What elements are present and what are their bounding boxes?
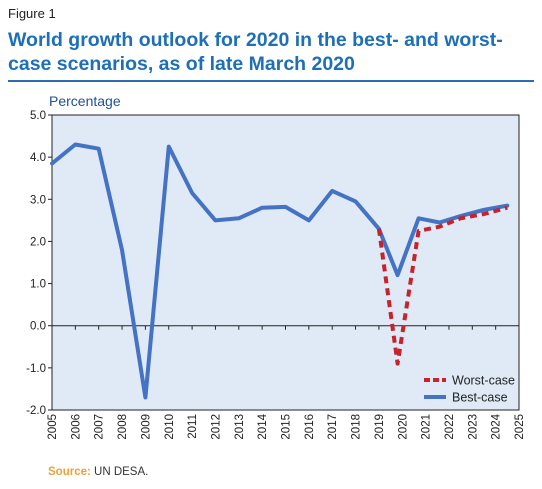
x-tick-label: 2016 (304, 414, 316, 440)
y-tick-label: 5.0 (30, 110, 46, 122)
x-tick-label: 2025 (514, 414, 526, 440)
source-text: UN DESA. (94, 466, 149, 478)
figure-label: Figure 1 (8, 6, 56, 21)
x-tick-label: 2007 (94, 414, 106, 440)
legend: Worst-case Best-case (424, 374, 515, 405)
x-tick-label: 2014 (257, 413, 269, 439)
series-line-worst-case (376, 205, 508, 366)
source-label: Source: (48, 466, 91, 478)
x-tick-label: 2023 (467, 414, 479, 440)
y-tick-label: 0.0 (30, 321, 46, 333)
x-tick-label: 2019 (374, 414, 386, 440)
y-tick-label: 3.0 (30, 194, 46, 206)
x-tick-label: 2015 (281, 414, 293, 440)
x-tick-label: 2024 (491, 413, 503, 439)
chart-title: World growth outlook for 2020 in the bes… (8, 29, 503, 75)
x-tick-label: 2008 (117, 414, 129, 440)
x-tick-label: 2020 (397, 414, 409, 440)
title-divider (8, 80, 534, 82)
x-tick-label: 2017 (327, 414, 339, 440)
y-tick-label: -1.0 (26, 363, 46, 375)
legend-label: Worst-case (452, 374, 515, 388)
x-tick-label: 2005 (47, 414, 59, 440)
y-axis-label: Percentage (49, 93, 121, 109)
x-tick-label: 2018 (351, 414, 363, 440)
x-tick-label: 2011 (187, 414, 199, 439)
line-chart: Percentage 5.0 4.0 3.0 2.0 1.0 0.0 -1.0 -2.0 20… (26, 93, 526, 440)
y-tick-label: -2.0 (26, 405, 46, 417)
plot-area (51, 114, 520, 411)
x-tick-label: 2022 (444, 414, 456, 440)
y-tick-label: 4.0 (30, 152, 46, 164)
x-tick-label: 2012 (210, 414, 222, 440)
legend-label: Best-case (452, 391, 508, 405)
x-tick-label: 2013 (234, 414, 246, 440)
source-note: Source: UN DESA. (48, 466, 148, 478)
x-tick-label: 2006 (70, 414, 82, 440)
x-tick-label: 2010 (164, 414, 176, 440)
x-tick-label: 2021 (421, 414, 433, 440)
x-tick-label: 2009 (140, 414, 152, 440)
series-line-best-case (50, 142, 510, 400)
y-tick-label: 2.0 (30, 236, 46, 248)
y-tick-label: 1.0 (30, 279, 46, 291)
